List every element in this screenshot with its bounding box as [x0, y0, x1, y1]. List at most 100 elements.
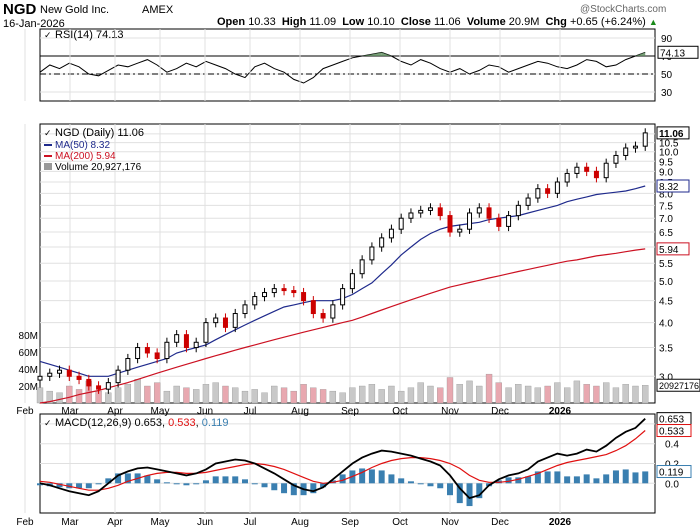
volume-bar: [573, 380, 581, 404]
ma50-legend-label: MA(50) 8.32: [55, 140, 110, 151]
price-tick-label: 5.0: [659, 277, 673, 288]
candle-body: [86, 378, 92, 387]
volume-bar: [251, 389, 258, 404]
macd-tick-label: 0.4: [665, 440, 679, 451]
macd-histogram-bar: [612, 470, 619, 484]
candle-body: [242, 304, 248, 315]
candle-body: [154, 352, 160, 360]
volume-last-tag: 20927176: [659, 381, 699, 391]
header-ticker: NGD: [3, 1, 37, 18]
macd-histogram-bar: [417, 483, 424, 485]
histogram-last-tag-box: [656, 465, 692, 479]
candle-body: [535, 188, 541, 199]
checkmark-icon: ✓: [44, 30, 52, 40]
rsi-overbought-fill: [362, 54, 372, 56]
candle-body: [398, 217, 404, 230]
macd-histogram-bar: [144, 475, 151, 484]
volume-bar: [46, 390, 53, 404]
volume-bar: [544, 385, 551, 404]
volume-bar: [427, 385, 434, 404]
volume-bar: [183, 387, 190, 404]
candle-body: [222, 317, 228, 328]
macd-histogram-bar: [515, 477, 522, 484]
candle-body: [584, 166, 590, 172]
ma50-last-tag-box: [656, 179, 690, 193]
macd-line: [39, 418, 646, 500]
candle-body: [613, 154, 619, 164]
macd-x-tick-label: Jun: [197, 517, 213, 528]
candle-body: [125, 358, 131, 371]
volume-legend-swatch: [44, 163, 52, 170]
high-value: 11.09: [309, 16, 337, 28]
macd-histogram-bar: [642, 471, 649, 484]
macd-histogram-bar: [505, 477, 512, 484]
macd-histogram-bar: [339, 474, 346, 484]
volume-bar: [280, 387, 288, 404]
macd-histogram-bar: [261, 483, 268, 488]
ma50-last-tag: 8.32: [659, 182, 679, 193]
volume-label: Volume: [466, 16, 506, 28]
candle-body: [320, 313, 326, 319]
macd-x-tick-label: Sep: [341, 517, 359, 528]
macd-histogram-bar: [544, 471, 551, 484]
volume-bar: [75, 389, 83, 404]
volume-tick-label: 40M: [19, 365, 38, 376]
macd-histogram-bar: [76, 483, 83, 489]
candle-body: [496, 217, 502, 227]
candle-body: [135, 347, 141, 360]
candle-body: [291, 290, 297, 294]
candle-body: [47, 372, 53, 377]
candle-body: [96, 385, 102, 390]
macd-histogram-bar: [154, 479, 161, 484]
header-company: New Gold Inc.: [40, 4, 110, 16]
price-x-tick-label: Nov: [441, 406, 459, 417]
candle-body: [271, 288, 277, 294]
price-tick-label: 4.5: [659, 297, 673, 308]
volume-bar: [583, 384, 590, 404]
macd-histogram-bar: [378, 470, 385, 484]
volume-bar: [495, 382, 502, 404]
volume-bar: [222, 385, 229, 404]
macd-histogram-bar: [183, 483, 190, 486]
volume-tick-label: 60M: [19, 348, 38, 359]
volume-bar: [388, 385, 395, 404]
candle-body: [301, 292, 307, 302]
volume-bar: [134, 379, 141, 404]
macd-histogram-bar: [388, 474, 395, 484]
volume-bar: [593, 385, 600, 404]
candle-body: [57, 369, 63, 374]
volume-bar: [271, 385, 278, 404]
macd-histogram-bar: [281, 483, 288, 494]
macd-x-tick-label: Nov: [441, 517, 459, 528]
volume-bar: [300, 384, 307, 404]
ma200-last-tag-box: [656, 242, 690, 256]
macd-histogram-bar: [193, 483, 200, 485]
volume-bar: [632, 385, 639, 404]
volume-bar: [310, 387, 317, 404]
macd-histogram-bar: [398, 478, 405, 484]
volume-bar: [554, 382, 561, 404]
volume-bar: [476, 385, 483, 404]
macd-histogram-bar: [242, 479, 248, 484]
price-title: NGD (Daily) 11.06: [55, 127, 144, 139]
volume-bar: [212, 382, 219, 404]
macd-histogram-bar: [290, 483, 297, 496]
macd-x-tick-label: Mar: [61, 517, 79, 528]
price-tick-label: 5.5: [659, 259, 673, 270]
price-tick-label: 10.0: [659, 148, 679, 159]
rsi-tick-label: 90: [661, 34, 673, 45]
macd-histogram-bar: [115, 473, 122, 484]
volume-bar: [612, 387, 620, 404]
chg-value: +0.65 (+6.24%): [569, 16, 646, 28]
volume-bar: [329, 390, 337, 404]
candle-body: [203, 322, 209, 343]
open-label: Open: [217, 16, 246, 28]
candle-body: [359, 259, 365, 275]
candle-body: [545, 188, 551, 194]
price-tick-label: 9.5: [659, 157, 673, 168]
price-x-tick-label: Oct: [392, 406, 408, 417]
candle-body: [408, 212, 414, 219]
header-date: 16-Jan-2026: [3, 18, 65, 30]
macd-histogram-bar: [105, 478, 112, 484]
